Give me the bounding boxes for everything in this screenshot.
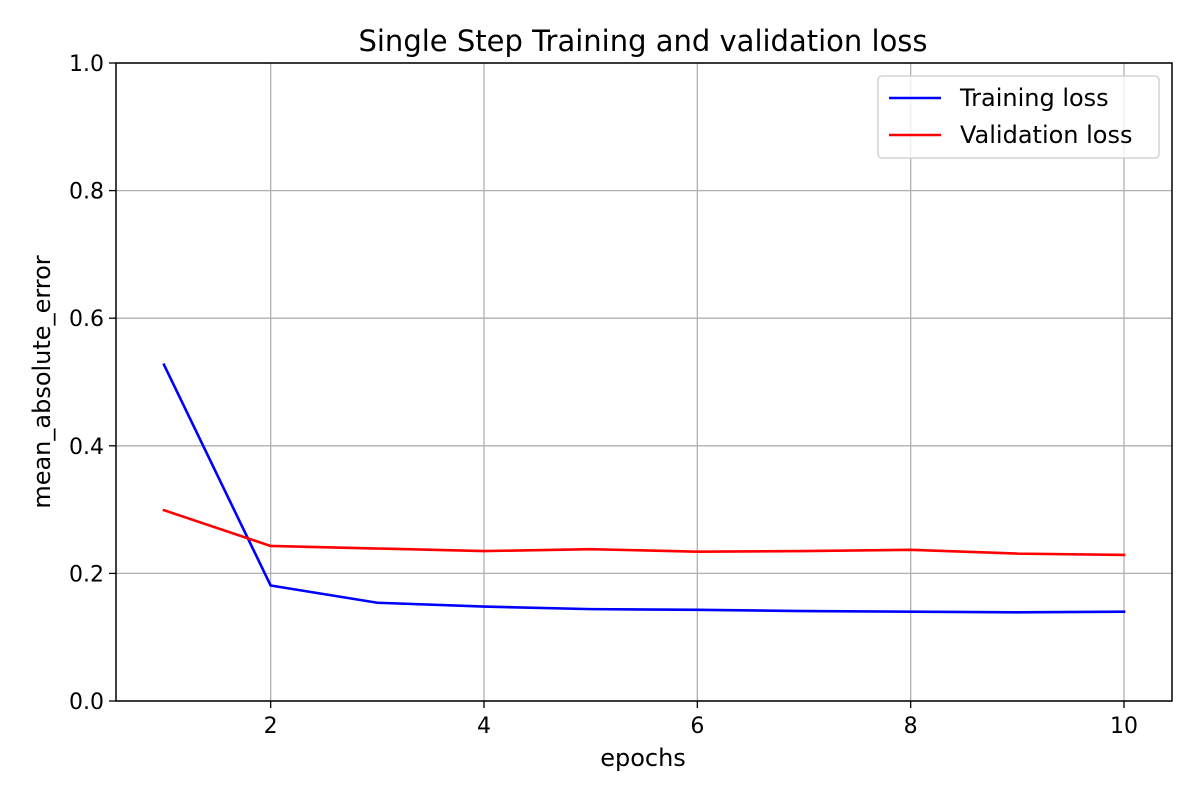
x-tick-label: 8 (904, 714, 918, 739)
y-tick-label: 0.0 (69, 690, 104, 715)
x-tick-label: 6 (690, 714, 704, 739)
series-lines (162, 363, 1126, 614)
y-axis-label: mean_absolute_error (28, 255, 56, 508)
plot-frame (115, 62, 1173, 702)
legend-label: Validation loss (960, 121, 1133, 149)
x-tick-label: 10 (1110, 714, 1138, 739)
series-line-validation-loss (162, 508, 1126, 557)
axis-ticks: 2 4 6 8 10 0.0 0.2 0.4 0.6 0.8 1.0 (69, 52, 1138, 739)
legend-box (877, 75, 1160, 159)
series-line-training-loss (162, 363, 1126, 614)
x-tick-label: 4 (477, 714, 491, 739)
legend-label: Training loss (959, 84, 1109, 112)
y-tick-label: 0.2 (69, 562, 104, 587)
y-tick-label: 1.0 (69, 52, 104, 77)
y-tick-label: 0.6 (69, 307, 104, 332)
y-tick-label: 0.8 (69, 180, 104, 205)
x-tick-label: 2 (264, 714, 278, 739)
y-tick-label: 0.4 (69, 435, 104, 460)
legend-entries: Training loss Validation loss (889, 84, 1133, 149)
chart-title: Single Step Training and validation loss (358, 24, 927, 58)
x-axis-label: epochs (600, 744, 686, 772)
legend: Training loss Validation loss (877, 75, 1160, 159)
grid-lines (116, 62, 1172, 702)
